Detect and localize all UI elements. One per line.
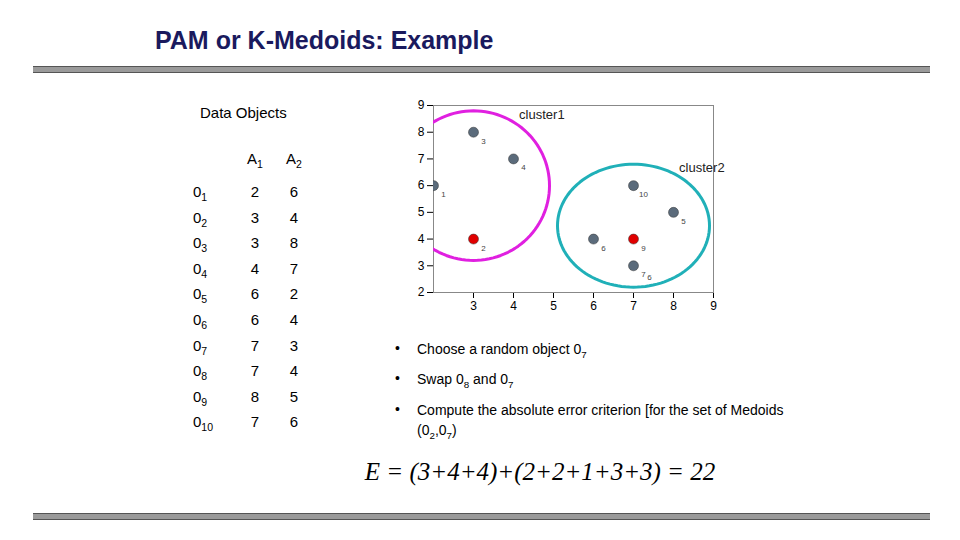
svg-text:3: 3: [418, 259, 425, 273]
html-text:3: 3: [201, 242, 208, 255]
html-text:Choose a random object 0: Choose a random object 0: [417, 341, 582, 357]
html-text:Compute the absolute error cri: Compute the absolute error criterion [fo…: [417, 402, 784, 438]
html-text:6: 6: [201, 319, 208, 331]
html-text:0: 0: [193, 413, 202, 431]
svg-text:9: 9: [641, 244, 646, 253]
svg-text:7: 7: [630, 299, 637, 313]
html-text:A2: A2: [286, 150, 302, 170]
svg-text:2: 2: [481, 244, 486, 253]
svg-text:6: 6: [590, 299, 597, 313]
html-text:9: 9: [201, 395, 208, 408]
html-text:8: 8: [250, 387, 260, 405]
html-text:PAM or K-Medoids: Example: PAM or K-Medoids: Example: [155, 26, 494, 54]
html-text:0: 0: [193, 259, 202, 277]
html-text:0: 0: [193, 234, 202, 252]
html-text:8and 0: 8and 0: [463, 371, 509, 390]
svg-text:9: 9: [418, 98, 425, 112]
svg-text:5: 5: [681, 217, 686, 226]
svg-text:6: 6: [601, 244, 606, 253]
html-text:4: 4: [289, 362, 299, 380]
html-text:A1: A1: [247, 150, 263, 170]
html-text:2, 0: 2, 0: [429, 422, 447, 441]
svg-text:4: 4: [510, 299, 517, 313]
svg-text:2: 2: [418, 285, 425, 299]
html-text:6: 6: [289, 183, 299, 200]
svg-text:6: 6: [418, 178, 425, 192]
html-text:0: 0: [193, 311, 202, 328]
html-text:2: 2: [201, 216, 208, 229]
svg-text:8: 8: [670, 299, 677, 313]
html-text:0: 0: [193, 387, 202, 405]
html-text:Swap 0: Swap 0: [417, 371, 464, 387]
html-text:7: 7: [581, 348, 587, 360]
svg-text:9: 9: [710, 299, 717, 313]
svg-text:8: 8: [418, 125, 425, 139]
svg-text:5: 5: [550, 299, 557, 313]
html-text:1: 1: [201, 191, 208, 203]
html-text:4: 4: [201, 267, 208, 280]
svg-text:3: 3: [470, 299, 477, 313]
html-text:7: 7: [201, 344, 208, 357]
html-text:Data Objects: Data Objects: [200, 104, 287, 121]
html-text:5: 5: [289, 387, 299, 405]
html-text:7: 7: [250, 413, 260, 431]
html-text:8: 8: [289, 234, 299, 252]
html-text:10: 10: [201, 421, 213, 434]
html-text:7: 7: [289, 259, 299, 277]
html-text:6: 6: [250, 311, 260, 328]
html-text:0: 0: [193, 183, 202, 200]
html-text:3: 3: [250, 234, 260, 252]
svg-text:4: 4: [521, 163, 526, 172]
html-text:2: 2: [289, 285, 299, 303]
html-text:7: 7: [250, 362, 260, 380]
html-text:4: 4: [289, 208, 299, 226]
html-text:6: 6: [289, 413, 299, 431]
svg-text:cluster2: cluster2: [679, 160, 725, 175]
svg-text:1: 1: [441, 190, 446, 199]
svg-text:10: 10: [639, 190, 648, 199]
html-text:4: 4: [250, 259, 260, 277]
html-text:3: 3: [250, 208, 260, 226]
html-text:8: 8: [201, 370, 208, 383]
html-text:0: 0: [193, 208, 202, 226]
html-text:2: 2: [250, 183, 260, 200]
svg-text:7: 7: [418, 152, 425, 166]
svg-text:4: 4: [418, 232, 425, 246]
svg-text:6: 6: [647, 273, 652, 282]
html-text:7: 7: [508, 378, 514, 390]
svg-text:7: 7: [641, 270, 646, 279]
html-text:0: 0: [193, 362, 202, 380]
html-text:7: 7: [250, 336, 260, 354]
html-text:3: 3: [289, 336, 299, 354]
svg-text:5: 5: [418, 205, 425, 219]
svg-text:3: 3: [481, 137, 486, 146]
html-text:E = (3+4+4)+(2+2+1+3+3) = 22: E = (3+4+4)+(2+2+1+3+3) = 22: [364, 458, 716, 485]
html-text:5: 5: [201, 293, 208, 306]
html-text:0: 0: [193, 285, 202, 303]
html-text:6: 6: [250, 285, 260, 303]
svg-text:cluster1: cluster1: [519, 107, 565, 122]
html-text:4: 4: [289, 311, 299, 328]
html-text:7): 7): [446, 422, 457, 441]
html-text:0: 0: [193, 336, 202, 354]
